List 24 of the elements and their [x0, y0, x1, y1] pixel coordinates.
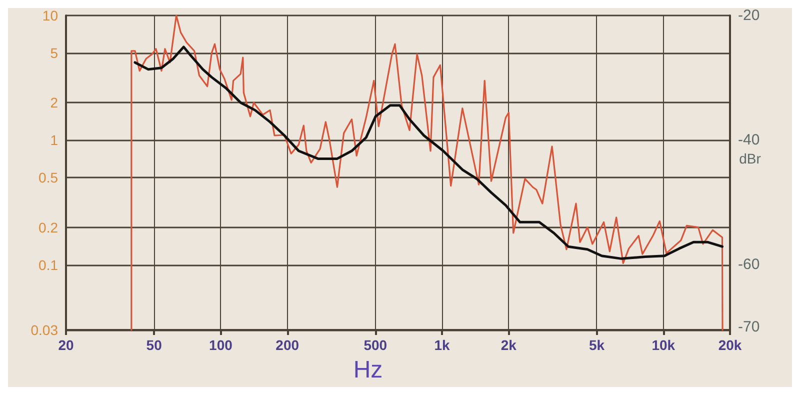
x-tick-label: 1k	[434, 337, 450, 353]
y-tick-label: 0.03	[30, 322, 58, 338]
x-tick-label: 2k	[500, 337, 517, 353]
y2-tick-label: -40	[738, 132, 760, 149]
x-tick-label: 100	[209, 337, 233, 353]
x-tick-label: 200	[276, 337, 300, 353]
y2-tick-label: -70	[738, 318, 760, 336]
y-tick-label: 0.2	[38, 219, 58, 236]
y-tick-label: 2	[50, 94, 58, 111]
y-tick-label: 5	[50, 45, 58, 62]
x-tick-label: 20k	[718, 337, 742, 353]
x-tick-label: 10k	[652, 337, 676, 353]
x-tick-label: 50	[146, 337, 162, 353]
y2-tick-label: -60	[738, 256, 760, 274]
x-tick-label: 5k	[588, 337, 605, 353]
y2-tick-label: -20	[738, 7, 760, 24]
y-tick-label: 10	[42, 8, 58, 24]
y2-axis-title: dBr	[739, 150, 762, 166]
y-tick-label: 0.1	[38, 256, 58, 273]
x-tick-label: 20	[58, 337, 74, 353]
x-axis-title: Hz	[353, 356, 383, 384]
x-tick-label: 500	[364, 337, 388, 353]
y-tick-label: 1	[50, 132, 58, 148]
y-tick-label: 0.5	[38, 170, 58, 186]
